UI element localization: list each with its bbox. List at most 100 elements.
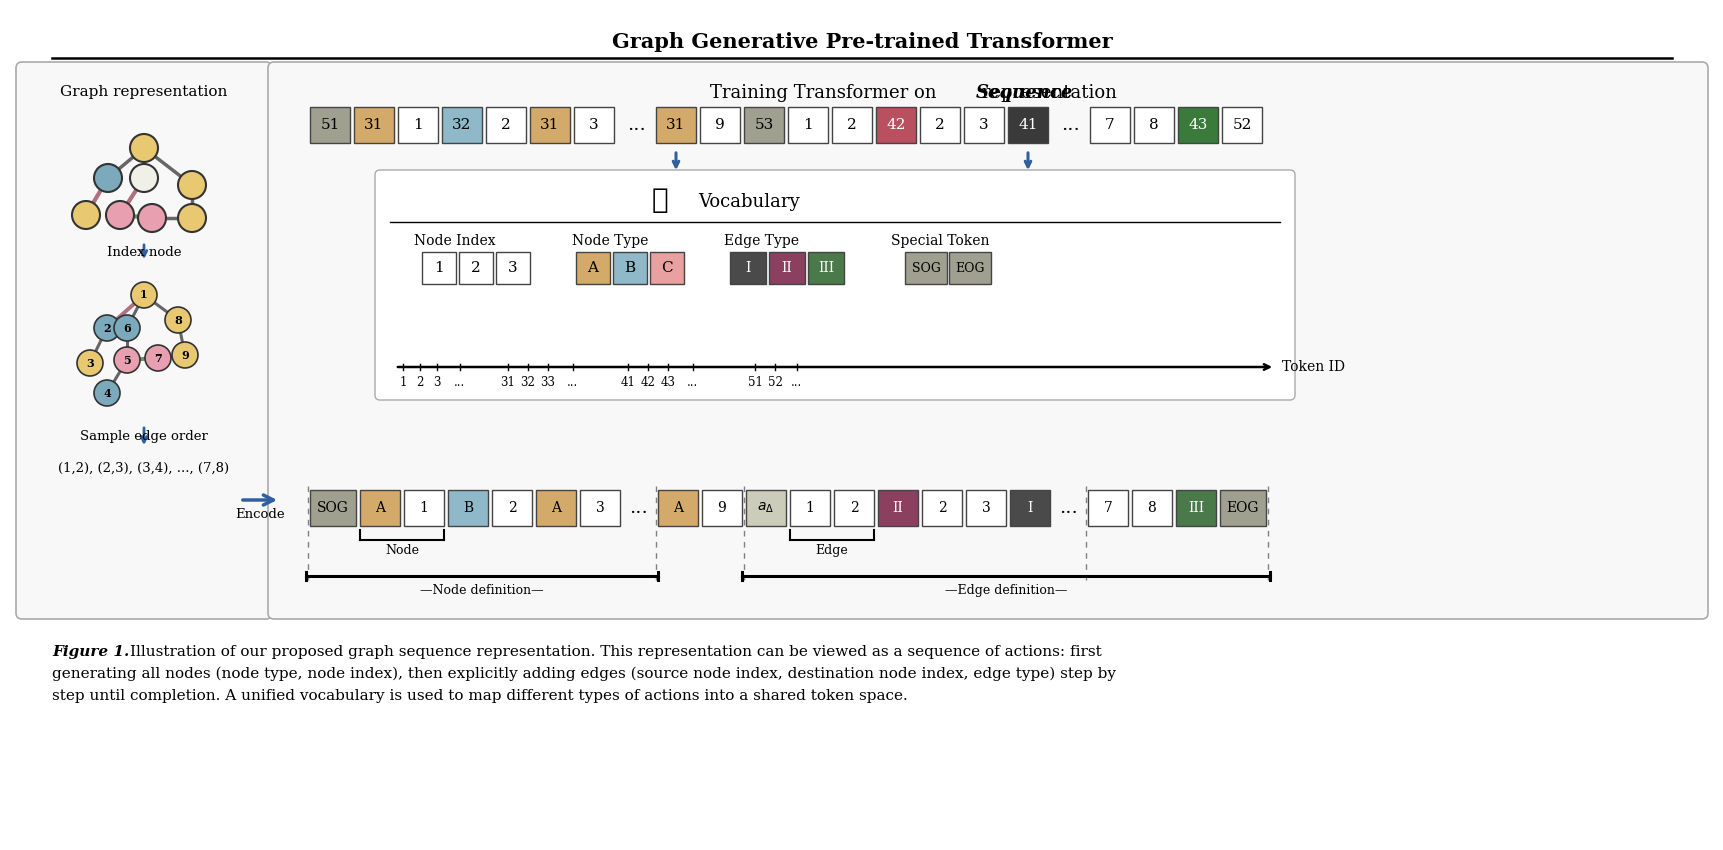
FancyBboxPatch shape [310,107,350,143]
FancyBboxPatch shape [579,490,620,526]
Text: Index node: Index node [107,246,181,258]
Text: (1,2), (2,3), (3,4), ..., (7,8): (1,2), (2,3), (3,4), ..., (7,8) [59,462,229,474]
Text: 3: 3 [979,118,989,132]
Text: II: II [893,501,903,515]
FancyBboxPatch shape [403,490,445,526]
Circle shape [95,380,121,406]
FancyBboxPatch shape [832,107,872,143]
Text: Token ID: Token ID [1282,360,1344,374]
Text: III: III [1187,501,1203,515]
FancyBboxPatch shape [746,490,786,526]
FancyBboxPatch shape [920,107,960,143]
Text: ...: ... [791,376,803,389]
Circle shape [177,204,205,232]
FancyBboxPatch shape [529,107,570,143]
Text: EOG: EOG [1227,501,1258,515]
FancyBboxPatch shape [1132,490,1172,526]
Text: 31: 31 [539,118,560,132]
Text: 📖: 📖 [651,186,669,214]
FancyBboxPatch shape [486,107,526,143]
Circle shape [165,307,191,333]
FancyBboxPatch shape [656,107,696,143]
FancyBboxPatch shape [808,252,844,284]
Text: 3: 3 [594,501,605,515]
Text: 6: 6 [122,322,131,333]
Text: 9: 9 [717,501,725,515]
Text: EOG: EOG [955,262,984,275]
Text: 8: 8 [1149,118,1158,132]
Text: B: B [463,501,472,515]
Text: I: I [744,261,750,275]
FancyBboxPatch shape [353,107,395,143]
Text: Graph Generative Pre-trained Transformer: Graph Generative Pre-trained Transformer [612,32,1111,52]
Text: 32: 32 [451,118,472,132]
Text: 31: 31 [364,118,384,132]
Circle shape [78,350,103,376]
FancyBboxPatch shape [574,107,613,143]
Text: 53: 53 [755,118,774,132]
Circle shape [129,134,159,162]
Text: 51: 51 [320,118,339,132]
Text: 4: 4 [103,388,110,399]
Text: Node Index: Node Index [414,234,496,248]
Text: 1: 1 [805,501,813,515]
Text: Illustration of our proposed graph sequence representation. This representation : Illustration of our proposed graph seque… [129,645,1101,659]
FancyBboxPatch shape [744,107,784,143]
Text: 41: 41 [620,376,636,389]
Text: 7: 7 [1104,118,1115,132]
Text: 5: 5 [122,354,131,366]
Text: C: C [662,261,672,275]
Circle shape [95,164,122,192]
Text: 8: 8 [174,314,181,326]
FancyBboxPatch shape [613,252,646,284]
FancyBboxPatch shape [729,252,765,284]
FancyBboxPatch shape [768,252,805,284]
FancyBboxPatch shape [658,490,698,526]
Text: 1: 1 [414,118,422,132]
Text: 32: 32 [520,376,536,389]
Circle shape [138,204,165,232]
Text: —Node definition—: —Node definition— [420,584,543,597]
Circle shape [129,164,159,192]
Text: ...: ... [455,376,465,389]
FancyBboxPatch shape [905,252,946,284]
Text: II: II [781,261,793,275]
FancyBboxPatch shape [267,62,1707,619]
Text: ...: ... [1060,499,1079,517]
FancyBboxPatch shape [422,252,457,284]
FancyBboxPatch shape [875,107,915,143]
Text: 7: 7 [1103,501,1111,515]
FancyBboxPatch shape [787,107,827,143]
FancyBboxPatch shape [789,490,829,526]
Circle shape [145,345,171,371]
FancyBboxPatch shape [16,62,272,619]
Circle shape [114,315,140,341]
Text: 2: 2 [937,501,946,515]
FancyBboxPatch shape [834,490,874,526]
Text: Graph representation: Graph representation [60,85,227,99]
FancyBboxPatch shape [700,107,739,143]
Text: 1: 1 [140,290,148,301]
FancyBboxPatch shape [965,490,1006,526]
FancyBboxPatch shape [1087,490,1127,526]
Text: representation: representation [975,84,1117,102]
Text: 43: 43 [1187,118,1208,132]
Text: 3: 3 [589,118,598,132]
Circle shape [95,315,121,341]
Text: 7: 7 [153,353,162,364]
FancyBboxPatch shape [491,490,532,526]
Circle shape [114,347,140,373]
FancyBboxPatch shape [1222,107,1261,143]
FancyBboxPatch shape [1175,490,1215,526]
Text: 43: 43 [660,376,675,389]
Text: Figure 1.: Figure 1. [52,645,129,659]
Text: 42: 42 [641,376,655,389]
Text: 9: 9 [181,349,190,360]
Text: 52: 52 [1232,118,1251,132]
Text: 3: 3 [86,358,93,369]
Text: 2: 2 [934,118,944,132]
Text: ...: ... [567,376,579,389]
Text: I: I [1027,501,1032,515]
Text: Edge Type: Edge Type [724,234,799,248]
FancyBboxPatch shape [963,107,1003,143]
